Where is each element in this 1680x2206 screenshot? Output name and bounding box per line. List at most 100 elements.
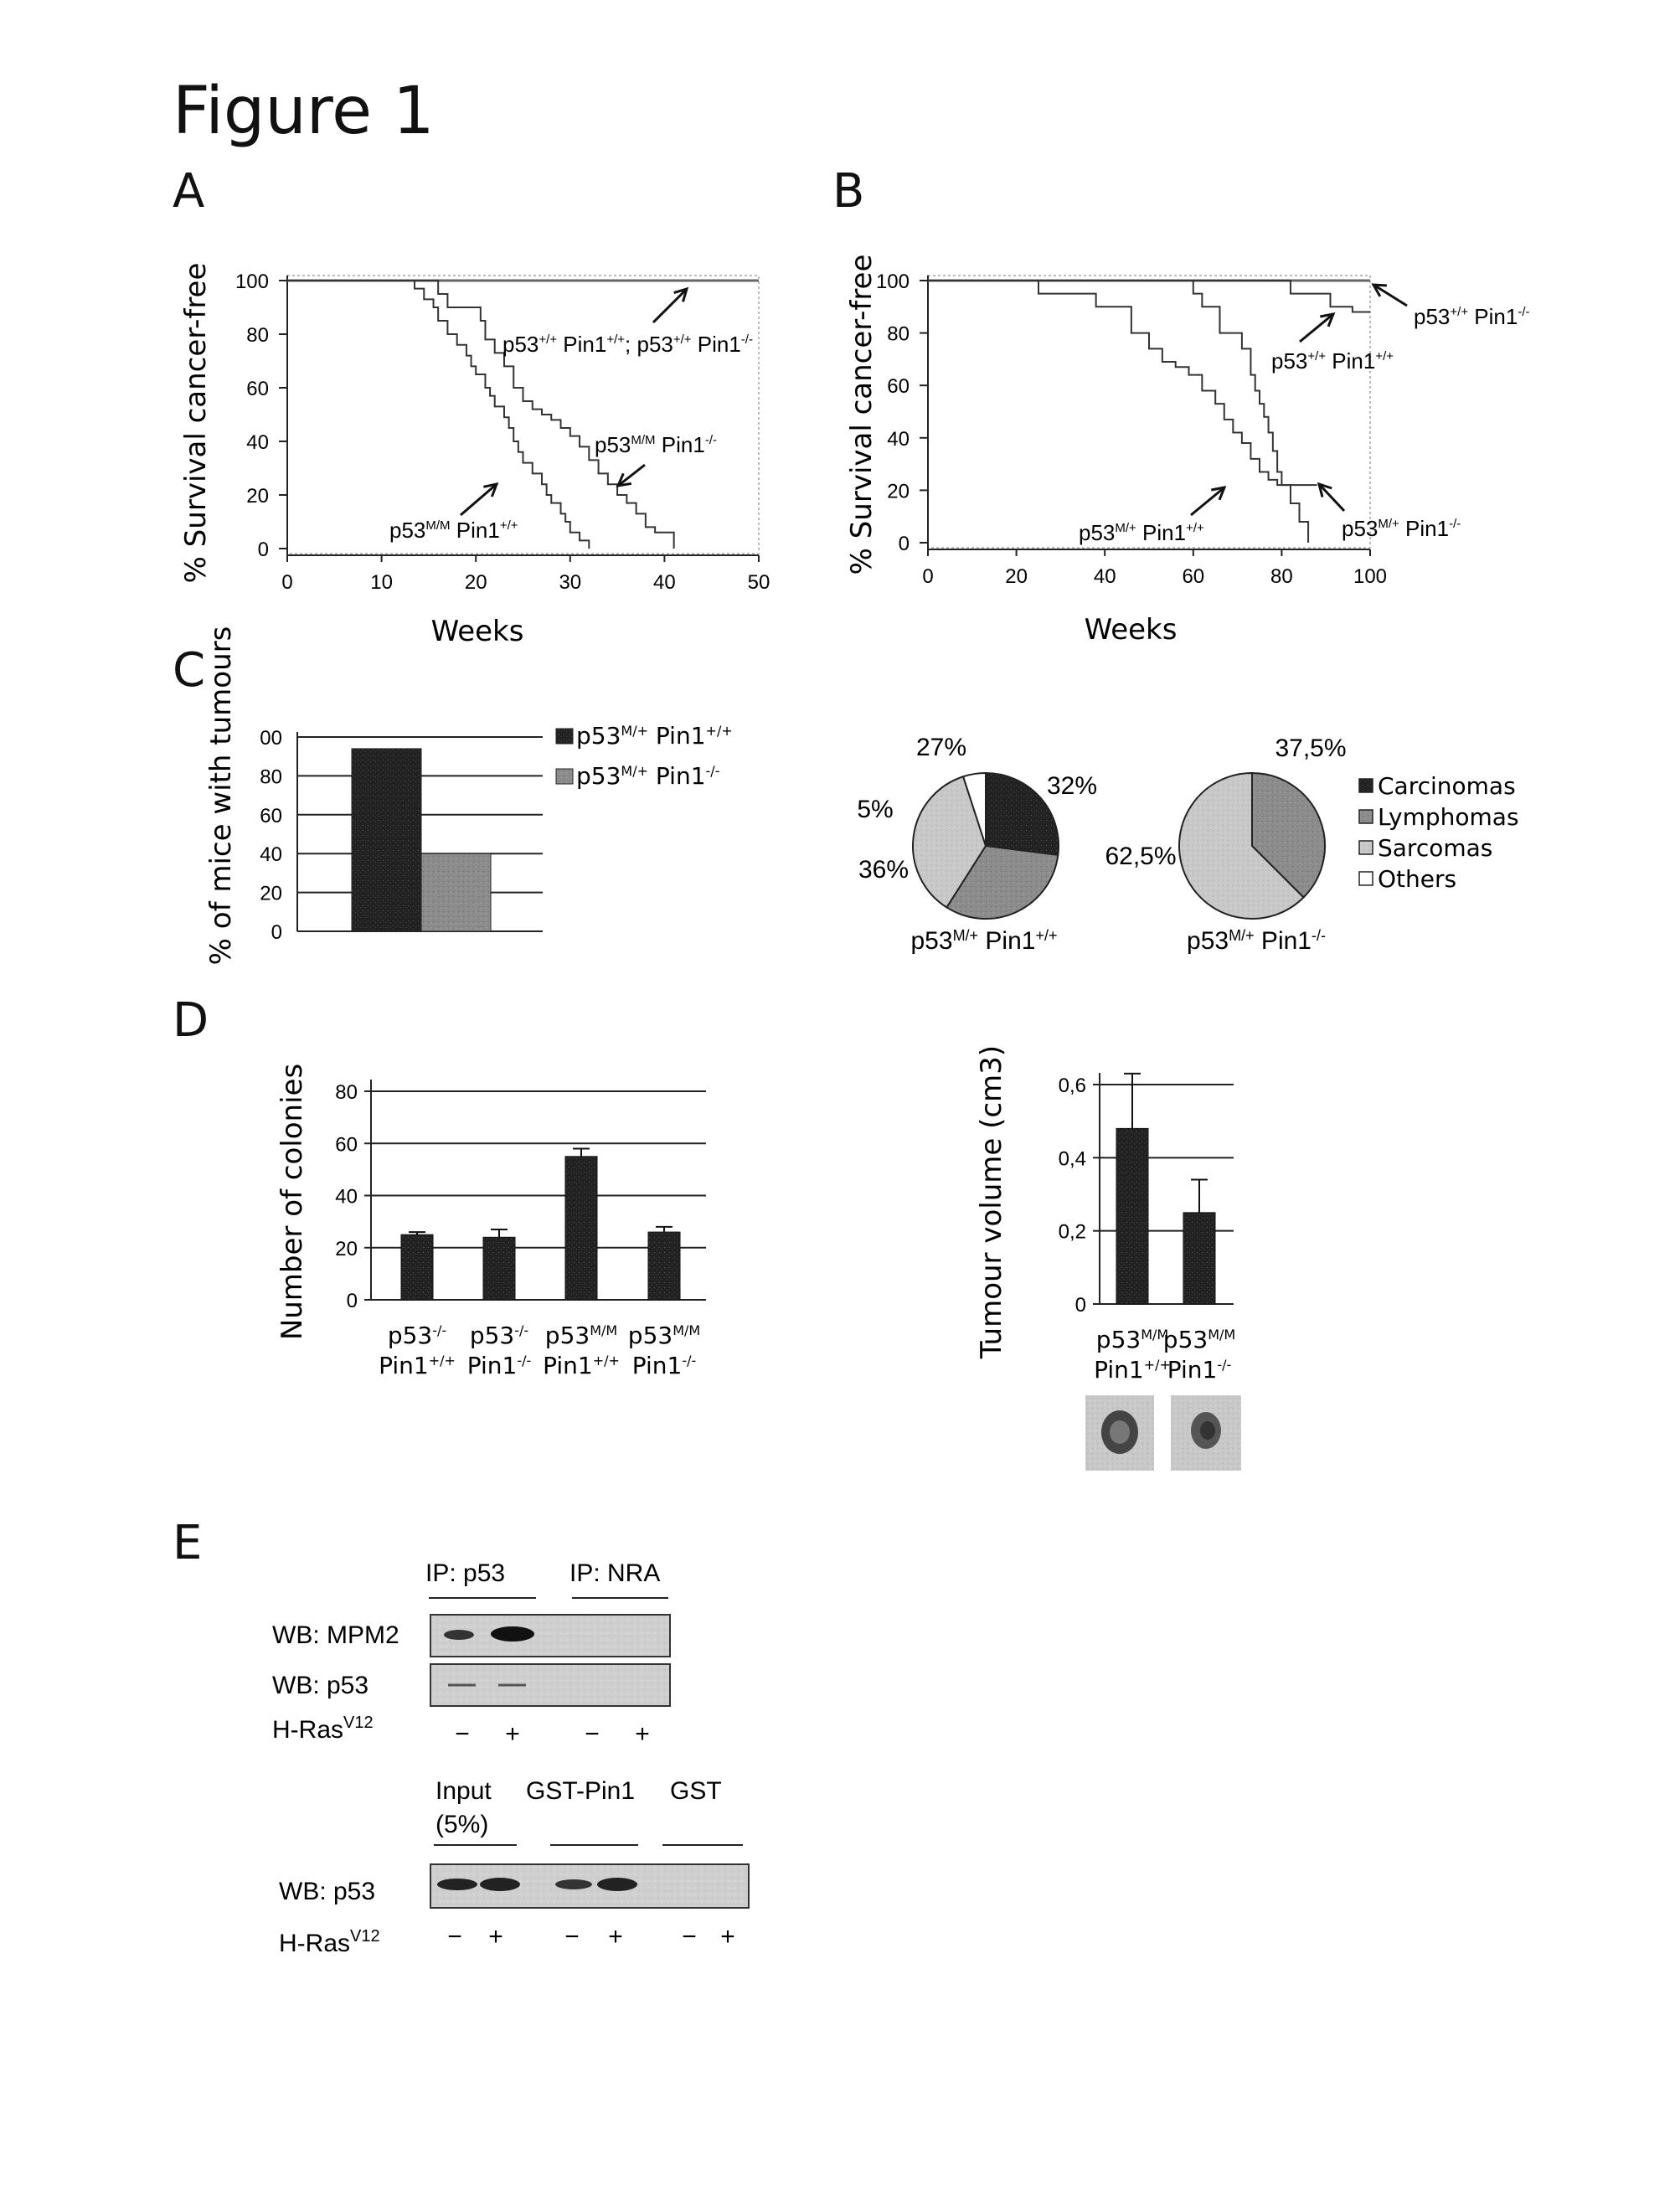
chart-a-ytick-label-0: 0 — [258, 539, 269, 561]
chart-d1-category-line2-3-part-1: -/- — [682, 1353, 696, 1368]
chart-d1-category-line2-3-part-0: Pin1 — [632, 1352, 683, 1379]
chart-b-ylabel: % Survival cancer-free — [845, 255, 879, 575]
chart-c-legend-label-0-part-3: +/+ — [706, 723, 733, 739]
blot-header-input-pct: (5%) — [435, 1811, 488, 1838]
chart-c-ytick-label-2: 40 — [260, 843, 282, 866]
chart-a-ytick-label-5: 100 — [235, 271, 269, 293]
survival-chart-a: Weeks % Survival cancer-free 01020304050… — [179, 263, 770, 648]
chart-b-annotation-m-ko-part-3: -/- — [1449, 517, 1461, 531]
chart-a-arrow-mm-wt — [461, 484, 497, 515]
blot-band-mpm2-1 — [444, 1630, 474, 1640]
chart-d2-ylabel: Tumour volume (cm3) — [975, 1045, 1008, 1359]
chart-d1-ylabel: Number of colonies — [276, 1064, 309, 1340]
chart-b-arrow-m-ko — [1319, 484, 1344, 511]
chart-d2-category-line2-0: Pin1+/+ — [1094, 1356, 1171, 1384]
blot-sign-top-3: − — [585, 1720, 600, 1748]
blot-band-input-2 — [480, 1878, 520, 1891]
chart-a-annotation-wt-part-0: p53 — [502, 332, 539, 357]
chart-b-annotation-wt-ko-part-2: Pin1 — [1468, 304, 1518, 329]
chart-c-legend-label-0: p53M/+ Pin1+/+ — [576, 722, 733, 750]
tumour-photo-1-core — [1110, 1420, 1130, 1444]
blot-ras-label-top: H-RasV12 — [272, 1714, 374, 1744]
pie-1-caption: p53M/+ Pin1+/+ — [911, 927, 1058, 955]
chart-d2-ytick-label-2: 0,4 — [1059, 1147, 1086, 1170]
pie-2-slice-label-0: 37,5% — [1275, 734, 1346, 762]
blot-sign-bottom-6: + — [720, 1923, 735, 1951]
chart-b-annotation-m-ko: p53M/+ Pin1-/- — [1342, 516, 1461, 541]
blot-ras-label-top-sup: V12 — [343, 1714, 374, 1732]
blot-header-gst-pin1: GST-Pin1 — [526, 1777, 635, 1805]
chart-b-annotation-wt-wt-part-1: +/+ — [1307, 349, 1326, 363]
blot-band-input-1 — [437, 1879, 477, 1890]
chart-a-xtick-label-0: 0 — [281, 571, 292, 594]
pie-1-slice-label-0: 27% — [916, 734, 966, 761]
chart-a-arrow-mm-wt-shaft — [461, 484, 497, 515]
chart-c-legend-label-0-part-2: Pin1 — [648, 722, 706, 750]
chart-a-ylabel: % Survival cancer-free — [179, 263, 213, 584]
chart-a-annotation-wt-part-7: -/- — [741, 332, 753, 347]
chart-d1-category-line1-2-part-1: M/M — [590, 1322, 617, 1338]
chart-b-annotation-wt-wt-part-2: Pin1 — [1326, 348, 1375, 374]
chart-c-legend-label-0-part-1: M/+ — [621, 723, 648, 739]
chart-d1-category-line2-1-part-1: -/- — [517, 1353, 531, 1368]
chart-d1-category-line2-0-part-1: +/+ — [429, 1353, 456, 1368]
pie-1-caption-part-2: Pin1 — [978, 927, 1035, 955]
pie-2-caption: p53M/+ Pin1-/- — [1187, 927, 1326, 955]
colonies-chart: Number of colonies 020406080p53-/-Pin1+/… — [276, 1064, 706, 1379]
chart-d1-ytick-label-0: 0 — [347, 1290, 358, 1312]
chart-a-ytick-label-2: 40 — [246, 431, 269, 454]
chart-d1-category-line1-3-part-0: p53 — [628, 1322, 673, 1349]
chart-d2-category-line2-0-part-0: Pin1 — [1094, 1356, 1144, 1384]
chart-c-bar-0 — [352, 749, 421, 931]
chart-d1-category-line1-0-part-1: -/- — [432, 1322, 446, 1338]
blot-header-input: Input — [435, 1777, 492, 1805]
chart-b-annotation-wt-wt-part-0: p53 — [1271, 348, 1307, 374]
chart-b-annotation-wt-ko: p53+/+ Pin1-/- — [1414, 304, 1530, 329]
pie-legend-swatch-0 — [1359, 779, 1373, 792]
chart-c-legend-label-0-part-0: p53 — [576, 722, 621, 750]
chart-b-annotation-wt-ko-part-1: +/+ — [1450, 305, 1468, 319]
chart-d1-ytick-label-3: 60 — [335, 1133, 358, 1156]
chart-a-annotation-mm-ko-part-0: p53 — [595, 432, 631, 457]
tumour-spectrum-pie-2: 37,5%62,5%p53M/+ Pin1-/-CarcinomasLympho… — [1105, 734, 1518, 955]
chart-c-legend-label-1: p53M/+ Pin1-/- — [576, 762, 719, 790]
chart-b-series-3 — [928, 281, 1317, 485]
chart-d1-category-line1-0-part-0: p53 — [388, 1322, 432, 1349]
pie-2-caption-part-2: Pin1 — [1255, 927, 1312, 955]
chart-d2-ytick-label-0: 0 — [1075, 1294, 1086, 1317]
chart-b-annotation-wt-wt-part-3: +/+ — [1375, 349, 1394, 363]
chart-a-annotation-mm-wt-part-2: Pin1 — [451, 518, 500, 543]
chart-b-xtick-label-5: 100 — [1353, 565, 1387, 588]
chart-c-ytick-label-5: 00 — [260, 727, 282, 750]
chart-d1-bar-1 — [483, 1237, 515, 1300]
western-blot-panel: IP: p53 IP: NRA WB: MPM2 WB: p53 H-RasV1… — [272, 1559, 749, 1957]
chart-b-ytick-label-3: 60 — [887, 375, 910, 398]
chart-d1-category-line2-1-part-0: Pin1 — [467, 1352, 518, 1379]
chart-b-xlabel: Weeks — [1085, 613, 1178, 647]
chart-d2-category-line1-0-part-0: p53 — [1096, 1326, 1141, 1353]
chart-a-annotation-wt: p53+/+ Pin1+/+; p53+/+ Pin1-/- — [502, 332, 753, 357]
chart-b-annotation-m-wt-part-0: p53 — [1079, 520, 1115, 545]
chart-d2-category-line1-1-part-0: p53 — [1163, 1326, 1208, 1353]
chart-c-legend-swatch-0 — [556, 729, 573, 744]
chart-b-arrow-wt-ko — [1373, 285, 1407, 306]
chart-b-ytick-label-0: 0 — [899, 533, 910, 555]
chart-c-ytick-label-1: 20 — [260, 883, 282, 905]
chart-d2-category-line2-1-part-1: -/- — [1217, 1357, 1231, 1373]
chart-a-annotation-mm-wt-part-0: p53 — [389, 518, 425, 543]
chart-a-ytick-label-4: 80 — [246, 324, 269, 347]
tumour-photos — [1085, 1395, 1241, 1471]
blot-header-ip-nra: IP: NRA — [569, 1559, 660, 1587]
chart-d1-category-line1-1: p53-/- — [470, 1322, 528, 1349]
chart-a-annotation-mm-wt: p53M/M Pin1+/+ — [389, 518, 518, 543]
chart-c-legend-label-1-part-3: -/- — [706, 763, 720, 779]
chart-a-xtick-label-5: 50 — [748, 571, 770, 594]
chart-d1-category-line1-3-part-1: M/M — [673, 1322, 700, 1338]
chart-a-annotation-mm-wt-part-1: M/M — [425, 518, 450, 533]
chart-a-xtick-label-1: 10 — [370, 571, 393, 594]
chart-a-frame — [287, 276, 759, 554]
chart-b-annotation-wt-wt: p53+/+ Pin1+/+ — [1271, 348, 1394, 374]
blot-sign-top-2: + — [505, 1720, 520, 1748]
chart-d1-category-line2-0-part-0: Pin1 — [379, 1352, 429, 1379]
pie-1-caption-part-0: p53 — [911, 927, 953, 955]
